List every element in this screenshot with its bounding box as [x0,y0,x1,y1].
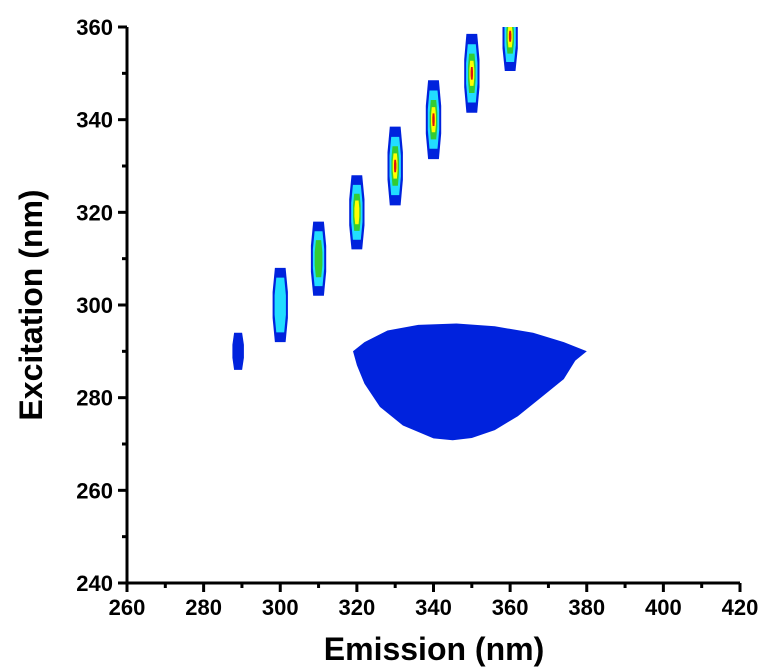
contour-peak-4 [349,175,365,250]
contour-peak-2 [272,267,288,343]
y-tick-label: 340 [76,108,113,133]
x-tick-label: 320 [339,595,376,620]
tick-labels: 260 280 300 320 340 360 380 400 4202402602803003… [76,15,758,620]
contour-peak-8 [502,27,518,71]
contour-blob [353,323,587,441]
contour-layer [232,27,587,441]
x-tick-label: 380 [568,595,605,620]
contour-peak-2-level-2 [274,277,286,333]
plot-content [232,27,587,441]
contour-peak-3-level-3 [314,240,323,278]
y-tick-label: 240 [76,571,113,596]
y-tick-label: 260 [76,478,113,503]
contour-peak-7-level-5 [470,67,473,80]
y-axis-title: Excitation (nm) [13,189,49,420]
y-tick-label: 360 [76,15,113,40]
contour-peak-6-level-5 [432,113,435,126]
contour-peak-3 [310,221,327,296]
x-tick-label: 300 [262,595,299,620]
contour-peak-1 [232,332,244,370]
axes [118,25,742,592]
contour-peak-5-level-5 [394,159,397,173]
contour-peak-7 [464,33,480,113]
x-tick-label: 260 [109,595,146,620]
contour-peak-5 [387,126,403,206]
contour-peak-4-level-4 [354,200,360,225]
contour-peak-6 [425,80,442,160]
x-axis-title: Emission (nm) [324,631,544,667]
x-tick-label: 340 [415,595,452,620]
x-tick-label: 400 [645,595,682,620]
y-tick-label: 300 [76,293,113,318]
x-tick-label: 360 [492,595,529,620]
y-tick-label: 320 [76,200,113,225]
contour-peak-1-level-1 [232,332,244,370]
x-tick-label: 420 [722,595,759,620]
y-tick-label: 280 [76,386,113,411]
contour-peak-8-level-5 [508,30,512,42]
x-tick-label: 280 [185,595,222,620]
